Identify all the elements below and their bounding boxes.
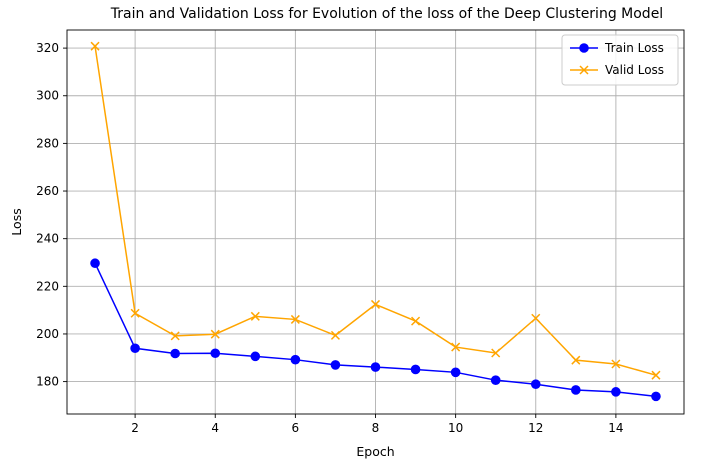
x-tick-label: 8 bbox=[372, 421, 380, 435]
valid-loss-point bbox=[491, 348, 501, 358]
y-tick-label: 280 bbox=[36, 136, 59, 150]
valid-loss-point bbox=[210, 329, 220, 339]
legend-marker-valid-loss bbox=[579, 65, 589, 75]
legend-marker-train-loss bbox=[579, 43, 589, 53]
train-loss-point bbox=[90, 258, 100, 269]
grid bbox=[67, 30, 684, 414]
chart-title: Train and Validation Loss for Evolution … bbox=[110, 6, 663, 22]
valid-loss-point bbox=[651, 370, 661, 380]
train-loss-series bbox=[90, 258, 661, 402]
valid-loss-point bbox=[90, 41, 100, 51]
train-loss-point bbox=[571, 385, 581, 395]
train-loss-point bbox=[170, 348, 180, 359]
y-tick-label: 260 bbox=[36, 184, 59, 198]
valid-loss-point bbox=[571, 355, 581, 365]
train-loss-point bbox=[210, 348, 221, 359]
valid-loss-point bbox=[611, 359, 621, 369]
train-loss-point bbox=[490, 375, 501, 385]
train-loss-point bbox=[330, 360, 341, 370]
x-tick-label: 4 bbox=[211, 421, 219, 435]
y-axis-label: Loss bbox=[9, 208, 24, 235]
valid-loss-point bbox=[290, 314, 300, 324]
train-loss-point bbox=[250, 351, 261, 362]
y-tick-label: 180 bbox=[36, 375, 59, 389]
y-tick-label: 240 bbox=[36, 232, 59, 246]
train-loss-point bbox=[611, 387, 621, 397]
valid-loss-series bbox=[90, 41, 661, 380]
x-axis-label: Epoch bbox=[356, 444, 394, 459]
train-loss-point bbox=[450, 367, 461, 378]
legend-label-train-loss: Train Loss bbox=[604, 41, 664, 55]
legend: Train Loss Valid Loss bbox=[561, 34, 679, 86]
valid-loss-point bbox=[451, 342, 461, 352]
valid-loss-point bbox=[411, 316, 421, 326]
y-tick-label: 320 bbox=[36, 41, 59, 55]
series-layer bbox=[90, 41, 661, 402]
train-loss-point bbox=[410, 364, 421, 375]
valid-loss-point bbox=[531, 313, 541, 323]
x-tick-label: 10 bbox=[448, 421, 463, 435]
x-tick-label: 6 bbox=[292, 421, 300, 435]
x-tick-label: 2 bbox=[131, 421, 139, 435]
valid-loss-point bbox=[250, 311, 260, 321]
x-tick-label: 14 bbox=[608, 421, 623, 435]
train-loss-point bbox=[370, 362, 381, 372]
train-loss-point bbox=[651, 391, 661, 402]
legend-label-valid-loss: Valid Loss bbox=[605, 63, 664, 77]
valid-loss-point bbox=[330, 330, 340, 340]
valid-loss-point bbox=[370, 299, 381, 309]
axis-ticks: 2 4 6 8 10 12 14 180 200 220 240 260 280 300 320 bbox=[36, 41, 623, 435]
y-tick-label: 300 bbox=[36, 89, 59, 103]
valid-loss-point bbox=[130, 308, 140, 318]
y-tick-label: 220 bbox=[36, 279, 59, 293]
x-tick-label: 12 bbox=[528, 421, 543, 435]
train-loss-point bbox=[290, 354, 301, 365]
y-tick-label: 200 bbox=[36, 327, 59, 341]
valid-loss-point bbox=[170, 331, 180, 341]
train-loss-point bbox=[130, 343, 140, 354]
train-loss-point bbox=[530, 379, 541, 390]
